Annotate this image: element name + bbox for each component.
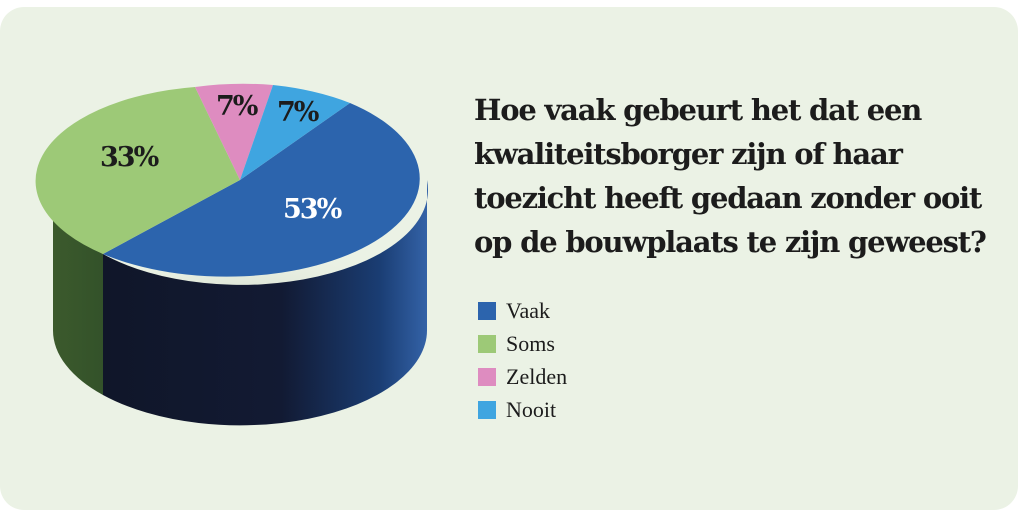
legend-label: Nooit — [506, 396, 557, 422]
slice-soms[interactable] — [35, 87, 240, 254]
legend-swatch-nooit — [478, 400, 496, 419]
legend-label: Vaak — [506, 297, 550, 323]
slice-zelden[interactable] — [195, 83, 273, 180]
slice-soms-side — [52, 180, 103, 395]
slice-vaak[interactable] — [103, 103, 420, 277]
slice-nooit[interactable] — [240, 85, 350, 180]
pie-chart-3d — [35, 83, 445, 435]
legend-swatch-soms — [478, 334, 496, 353]
legend-swatch-zelden — [478, 367, 496, 386]
title-line: kwaliteitsborger zijn of haar — [474, 137, 903, 171]
slice-label-zelden: 7% — [216, 91, 258, 122]
chart-title: Hoe vaak gebeurt het dat een kwaliteitsb… — [474, 88, 994, 264]
slice-label-nooit: 7% — [277, 97, 319, 128]
legend-item-vaak: Vaak — [478, 294, 567, 327]
legend-label: Zelden — [506, 363, 568, 389]
legend-swatch-vaak — [478, 301, 496, 320]
legend-label: Soms — [506, 330, 555, 356]
title-line: Hoe vaak gebeurt het dat een — [474, 93, 922, 127]
legend-item-zelden: Zelden — [478, 360, 567, 393]
slice-vaak-side — [103, 180, 429, 426]
slice-label-vaak: 53% — [283, 194, 342, 225]
title-line: op de bouwplaats te zijn geweest? — [474, 225, 987, 259]
chart-legend: Vaak Soms Zelden Nooit — [478, 294, 567, 426]
legend-item-soms: Soms — [478, 327, 567, 360]
title-line: toezicht heeft gedaan zonder ooit — [474, 181, 982, 215]
legend-item-nooit: Nooit — [478, 393, 567, 426]
slice-label-soms: 33% — [100, 142, 159, 173]
